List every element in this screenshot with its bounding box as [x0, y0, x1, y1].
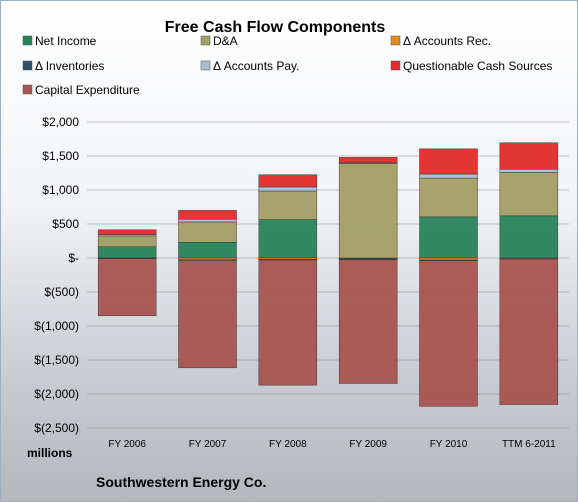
y-tick-label: $(1,500)	[34, 353, 79, 367]
bar-net-income-fy-2007	[178, 242, 237, 259]
bar-accounts-pay-fy-2007	[178, 218, 237, 223]
units-label: millions	[27, 446, 73, 460]
x-tick-label: TTM 6-2011	[502, 439, 556, 450]
bar-questionable-cash-sources-ttm-6-2011	[499, 142, 559, 170]
company-name: Southwestern Energy Co.	[96, 474, 266, 490]
y-axis: $2,000 $1,500 $1,000 $500 $- $(500) $(1,000) $(…	[34, 115, 79, 435]
bar-accounts-pay-fy-2008	[258, 186, 318, 192]
legend-swatch-accounts-rec	[390, 35, 401, 46]
bar-d-a-fy-2010	[419, 177, 478, 218]
y-tick-label: $(2,500)	[34, 421, 79, 435]
x-axis: FY 2006 FY 2007 FY 2008 FY 2009 FY 2010 TTM 6…	[108, 439, 556, 450]
bar-capital-expenditure-ttm-6-2011	[499, 258, 559, 405]
x-tick-label: FY 2009	[349, 439, 387, 450]
bar-capital-expenditure-fy-2008	[258, 259, 318, 386]
x-tick-label: FY 2006	[108, 439, 146, 450]
bar-d-a-fy-2008	[258, 190, 318, 220]
legend: Net Income D&A Δ Accounts Rec. Δ Inventorie…	[22, 34, 552, 97]
bar-capital-expenditure-fy-2009	[338, 259, 398, 384]
bars	[97, 142, 559, 407]
legend-label-capital-expenditure: Capital Expenditure	[35, 83, 140, 97]
bar-questionable-cash-sources-fy-2009	[338, 157, 398, 164]
y-tick-label: $(1,000)	[34, 319, 79, 333]
bar-questionable-cash-sources-fy-2008	[258, 174, 318, 188]
bar-capital-expenditure-fy-2010	[419, 260, 478, 407]
bar-d-a-fy-2006	[97, 235, 157, 248]
bar-accounts-rec-fy-2007	[178, 257, 237, 260]
bar-questionable-cash-sources-fy-2006	[97, 229, 157, 235]
bar-d-a-fy-2009	[338, 163, 398, 259]
legend-swatch-inventories	[22, 60, 33, 71]
y-tick-label: $500	[52, 217, 79, 231]
legend-swatch-d-a	[200, 35, 211, 46]
x-tick-label: FY 2010	[430, 439, 468, 450]
legend-label-questionable-cash-sources: Questionable Cash Sources	[403, 59, 552, 73]
bar-d-a-fy-2007	[178, 221, 237, 243]
legend-label-inventories: Δ Inventories	[35, 59, 104, 73]
y-tick-label: $1,000	[42, 183, 79, 197]
bar-questionable-cash-sources-fy-2010	[419, 148, 478, 175]
bar-accounts-rec-fy-2010	[419, 257, 478, 261]
bar-d-a-ttm-6-2011	[499, 172, 559, 217]
y-tick-label: $-	[68, 251, 79, 265]
x-tick-label: FY 2008	[269, 439, 307, 450]
bar-net-income-fy-2008	[258, 219, 318, 259]
y-tick-label: $1,500	[42, 149, 79, 163]
legend-swatch-questionable-cash-sources	[390, 60, 401, 71]
bar-net-income-ttm-6-2011	[499, 215, 559, 259]
bar-questionable-cash-sources-fy-2007	[178, 210, 237, 220]
bar-capital-expenditure-fy-2006	[97, 258, 157, 317]
legend-label-accounts-pay: Δ Accounts Pay.	[213, 59, 300, 73]
legend-label-accounts-rec: Δ Accounts Rec.	[403, 34, 491, 48]
y-tick-label: $(500)	[44, 285, 79, 299]
bar-accounts-pay-ttm-6-2011	[499, 169, 559, 173]
chart-title: Free Cash Flow Components	[165, 19, 386, 36]
bar-accounts-pay-fy-2010	[419, 173, 478, 179]
gridlines	[87, 121, 569, 429]
bar-net-income-fy-2006	[97, 246, 157, 259]
y-tick-label: $(2,000)	[34, 387, 79, 401]
bar-net-income-fy-2010	[419, 216, 478, 259]
y-tick-label: $2,000	[42, 115, 79, 129]
legend-swatch-accounts-pay	[200, 60, 211, 71]
x-tick-label: FY 2007	[189, 439, 227, 450]
bar-capital-expenditure-fy-2007	[178, 260, 237, 369]
legend-swatch-net-income	[22, 35, 33, 46]
legend-swatch-capital-expenditure	[22, 84, 33, 95]
legend-label-net-income: Net Income	[35, 34, 97, 48]
legend-label-d-a: D&A	[213, 34, 238, 48]
